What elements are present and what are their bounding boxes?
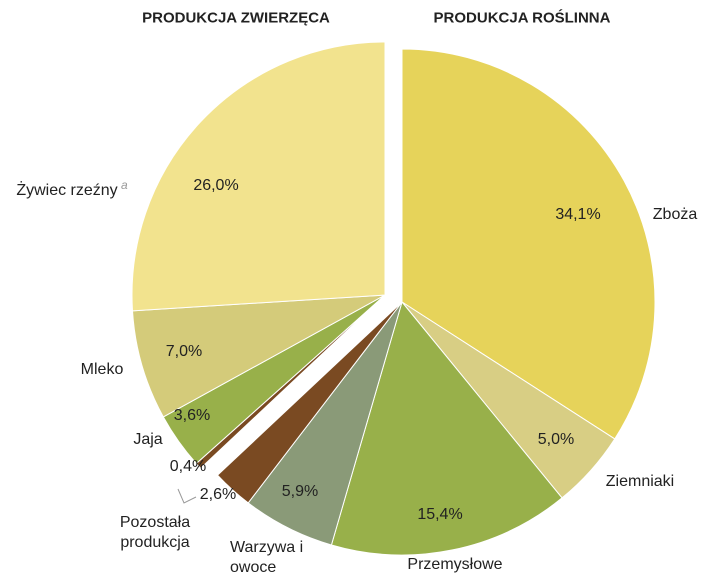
leader-line xyxy=(177,488,197,504)
pie-slice xyxy=(330,300,563,556)
value-label: 0,4% xyxy=(169,458,207,475)
value-label: 34,1% xyxy=(555,206,601,223)
group-title: PRODUKCJA ZWIERZĘCA xyxy=(142,9,330,27)
slice-label: Przemysłowe xyxy=(407,556,503,573)
slice-label: Zboża xyxy=(652,206,698,223)
slice-label: Ziemniaki xyxy=(605,473,675,490)
pie-slice xyxy=(131,41,386,312)
slice-label: Żywiec rzeźny a xyxy=(16,177,128,200)
note-mark: a xyxy=(117,177,128,192)
pie-slice xyxy=(131,294,386,418)
pie-slice xyxy=(401,48,656,440)
value-label: 26,0% xyxy=(193,177,239,194)
slice-label: Jaja xyxy=(133,431,163,448)
slice-label: Pozostała produkcja xyxy=(119,514,191,551)
value-label: 3,6% xyxy=(173,407,211,424)
slice-label: Mleko xyxy=(80,361,124,378)
value-label: 7,0% xyxy=(165,343,203,360)
group-title: PRODUKCJA ROŚLINNA xyxy=(433,9,611,27)
value-label: 15,4% xyxy=(417,506,463,523)
pie-slice xyxy=(216,301,403,504)
slice-label: Warzywa i owoce xyxy=(230,539,304,576)
value-label: 5,9% xyxy=(281,483,319,500)
value-label: 5,0% xyxy=(537,431,575,448)
value-label: 2,6% xyxy=(199,486,237,503)
